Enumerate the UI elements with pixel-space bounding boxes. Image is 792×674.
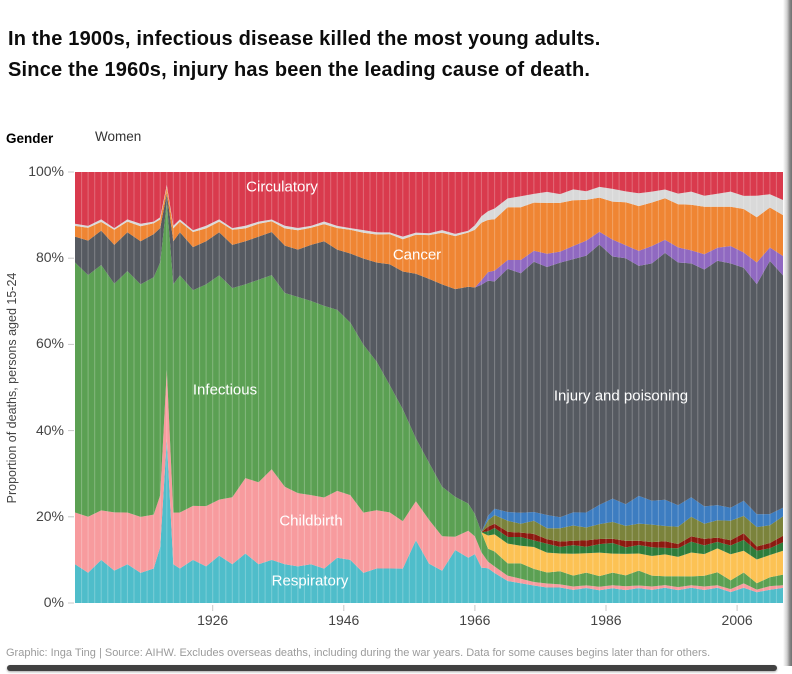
y-tick-label: 40% bbox=[35, 421, 64, 438]
area-childbirth[interactable] bbox=[75, 370, 783, 593]
y-tick-label: 60% bbox=[35, 335, 64, 352]
area-injury[interactable] bbox=[75, 193, 783, 533]
area-cancer[interactable] bbox=[75, 186, 783, 290]
y-tick-label: 80% bbox=[35, 249, 64, 266]
cancer-area-label: Cancer bbox=[392, 246, 442, 264]
area-circulatory[interactable] bbox=[75, 172, 783, 237]
infectious-area-label: Infectious bbox=[192, 381, 258, 399]
injury-area-label: Injury and poisoning bbox=[553, 387, 689, 405]
respiratory-area-label: Respiratory bbox=[271, 572, 349, 590]
gender-field-label: Gender bbox=[6, 131, 54, 146]
childbirth-area-label: Childbirth bbox=[279, 512, 343, 530]
x-tick-label: 1986 bbox=[590, 612, 622, 628]
title-line-2: Since the 1960s, injury has been the lea… bbox=[8, 59, 591, 81]
window-bottom-shadow bbox=[7, 665, 777, 671]
y-tick-label: 100% bbox=[28, 163, 64, 179]
area-infectious[interactable] bbox=[75, 201, 783, 590]
area-respiratory[interactable] bbox=[75, 439, 783, 603]
gender-column-header: Women bbox=[95, 129, 142, 144]
y-tick-label: 0% bbox=[43, 594, 64, 610]
area-band-light-grey[interactable] bbox=[75, 184, 783, 240]
title-line-1: In the 1900s, infectious disease killed … bbox=[8, 28, 601, 50]
x-tick-label: 1926 bbox=[197, 612, 229, 628]
y-tick-label: 20% bbox=[35, 507, 64, 524]
x-tick-label: 2006 bbox=[721, 612, 753, 628]
page-title: In the 1900s, infectious disease killed … bbox=[8, 24, 728, 86]
circulatory-area-label: Circulatory bbox=[246, 178, 318, 196]
window-right-shadow bbox=[783, 0, 792, 666]
source-caption: Graphic: Inga Ting | Source: AIHW. Exclu… bbox=[6, 647, 711, 659]
x-tick-label: 1946 bbox=[328, 612, 360, 628]
x-tick-label: 1966 bbox=[459, 612, 491, 628]
